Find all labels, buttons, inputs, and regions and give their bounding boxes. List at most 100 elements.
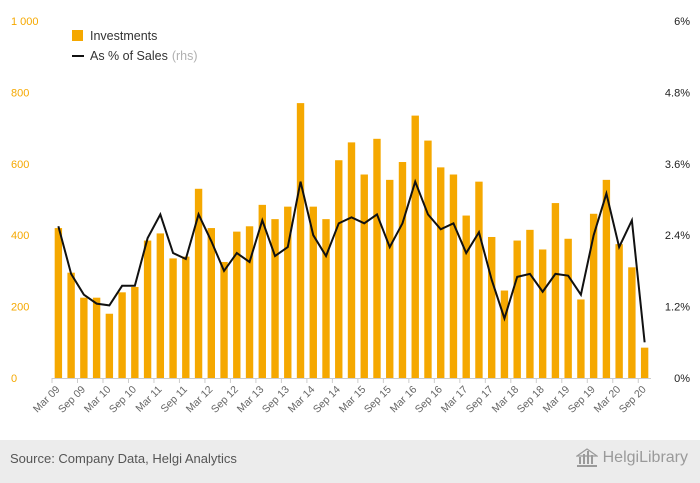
x-tick-label-0: Mar 09 bbox=[31, 384, 63, 416]
left-tick-label-1: 200 bbox=[11, 302, 29, 314]
bar-investments-46 bbox=[640, 347, 649, 378]
bar-investments-9 bbox=[169, 258, 177, 378]
legend-swatch-investments bbox=[72, 30, 83, 41]
bar-investments-28 bbox=[411, 115, 419, 379]
legend-label-rhs: (rhs) bbox=[172, 49, 198, 63]
bars-group bbox=[54, 103, 649, 379]
source-note: Source: Company Data, Helgi Analytics bbox=[10, 451, 237, 466]
bar-investments-34 bbox=[488, 236, 496, 378]
bar-investments-15 bbox=[245, 226, 254, 378]
bar-investments-43 bbox=[602, 179, 611, 378]
right-tick-label-2: 2.4% bbox=[665, 230, 690, 242]
x-tick-label-13: Sep 15 bbox=[362, 384, 394, 416]
bar-investments-26 bbox=[386, 179, 394, 378]
bar-investments-5 bbox=[118, 292, 126, 378]
bar-investments-19 bbox=[296, 103, 305, 379]
bar-investments-39 bbox=[551, 203, 560, 378]
legend-label-investments: Investments bbox=[90, 29, 157, 43]
x-tick-label-19: Sep 18 bbox=[515, 384, 547, 416]
legend-label-percent-of-sales: As % of Sales bbox=[90, 49, 168, 63]
bar-investments-37 bbox=[526, 229, 534, 378]
x-tick-label-16: Mar 17 bbox=[439, 384, 471, 416]
x-tick-label-14: Mar 16 bbox=[388, 384, 420, 416]
x-tick-marks bbox=[51, 378, 639, 383]
x-tick-label-22: Mar 20 bbox=[592, 384, 624, 416]
x-tick-label-10: Mar 14 bbox=[286, 384, 318, 416]
bar-investments-35 bbox=[500, 290, 509, 378]
bar-investments-6 bbox=[131, 286, 139, 378]
bar-investments-38 bbox=[538, 249, 547, 378]
left-tick-label-5: 1 000 bbox=[11, 16, 39, 28]
legend: Investments As % of Sales (rhs) bbox=[72, 29, 198, 63]
x-tick-label-4: Mar 11 bbox=[133, 384, 164, 415]
bar-investments-21 bbox=[322, 219, 330, 378]
bar-investments-32 bbox=[462, 215, 470, 378]
right-axis-labels: 0% 1.2% 2.4% 3.6% 4.8% 6% bbox=[665, 16, 690, 385]
bar-investments-36 bbox=[513, 240, 521, 378]
bar-investments-44 bbox=[615, 244, 623, 379]
footer: Source: Company Data, Helgi Analytics He… bbox=[0, 440, 700, 483]
brand-name: HelgiLibrary bbox=[602, 449, 688, 466]
bar-investments-4 bbox=[105, 313, 114, 378]
left-tick-label-0: 0 bbox=[11, 373, 17, 385]
x-tick-label-12: Mar 15 bbox=[337, 384, 369, 416]
bar-investments-42 bbox=[589, 213, 598, 378]
x-tick-label-3: Sep 10 bbox=[107, 384, 139, 416]
bar-investments-10 bbox=[182, 256, 190, 378]
bar-investments-14 bbox=[233, 231, 241, 378]
x-tick-label-5: Sep 11 bbox=[158, 384, 190, 416]
brand-logo: HelgiLibrary bbox=[575, 448, 688, 468]
right-tick-label-1: 1.2% bbox=[665, 302, 690, 314]
bar-investments-7 bbox=[143, 240, 152, 378]
bar-investments-1 bbox=[67, 272, 75, 378]
bar-investments-22 bbox=[335, 160, 343, 378]
x-tick-label-15: Sep 16 bbox=[413, 384, 445, 416]
bar-investments-20 bbox=[309, 206, 317, 378]
x-tick-label-21: Sep 19 bbox=[566, 384, 598, 416]
bar-investments-41 bbox=[577, 299, 585, 378]
line-as-percent-of-sales bbox=[57, 178, 646, 343]
bar-investments-3 bbox=[92, 297, 101, 378]
x-tick-label-6: Mar 12 bbox=[184, 384, 216, 416]
bar-investments-27 bbox=[398, 162, 407, 378]
left-tick-label-3: 600 bbox=[11, 159, 29, 171]
x-tick-label-23: Sep 20 bbox=[617, 384, 649, 416]
x-tick-label-2: Mar 10 bbox=[82, 384, 114, 416]
right-tick-label-3: 3.6% bbox=[665, 159, 690, 171]
bar-investments-30 bbox=[437, 167, 445, 378]
x-tick-label-20: Mar 19 bbox=[541, 384, 573, 416]
x-tick-label-1: Sep 09 bbox=[56, 384, 88, 416]
x-tick-label-18: Mar 18 bbox=[490, 384, 522, 416]
bar-investments-45 bbox=[628, 267, 636, 378]
building-icon bbox=[575, 448, 598, 467]
bar-investments-23 bbox=[347, 142, 356, 378]
bar-investments-2 bbox=[80, 297, 88, 378]
bar-investments-16 bbox=[258, 204, 266, 378]
bar-investments-18 bbox=[284, 206, 292, 378]
left-axis-labels: 0 200 400 600 800 1 000 bbox=[11, 16, 39, 385]
bar-investments-8 bbox=[156, 233, 165, 378]
right-tick-label-0: 0% bbox=[674, 373, 690, 385]
bar-investments-11 bbox=[194, 188, 203, 378]
legend-label-percent-of-sales-text: As % of Sales (rhs) bbox=[90, 49, 198, 63]
bar-investments-24 bbox=[360, 174, 368, 378]
bar-investments-33 bbox=[475, 181, 483, 378]
left-tick-label-4: 800 bbox=[11, 87, 29, 99]
bar-investments-12 bbox=[207, 228, 215, 378]
bar-investments-0 bbox=[54, 228, 63, 378]
bar-investments-25 bbox=[373, 138, 381, 378]
x-tick-label-17: Sep 17 bbox=[464, 384, 496, 416]
x-tick-label-7: Sep 12 bbox=[209, 384, 241, 416]
bar-investments-13 bbox=[220, 261, 228, 378]
x-tick-label-11: Sep 14 bbox=[311, 384, 343, 416]
bar-investments-17 bbox=[271, 219, 279, 378]
x-tick-label-8: Mar 13 bbox=[235, 384, 267, 416]
right-tick-label-5: 6% bbox=[674, 16, 690, 28]
x-tick-label-9: Sep 13 bbox=[260, 384, 292, 416]
right-tick-label-4: 4.8% bbox=[665, 87, 690, 99]
bar-investments-40 bbox=[564, 238, 572, 378]
left-tick-label-2: 400 bbox=[11, 230, 29, 242]
bar-investments-29 bbox=[424, 140, 432, 378]
